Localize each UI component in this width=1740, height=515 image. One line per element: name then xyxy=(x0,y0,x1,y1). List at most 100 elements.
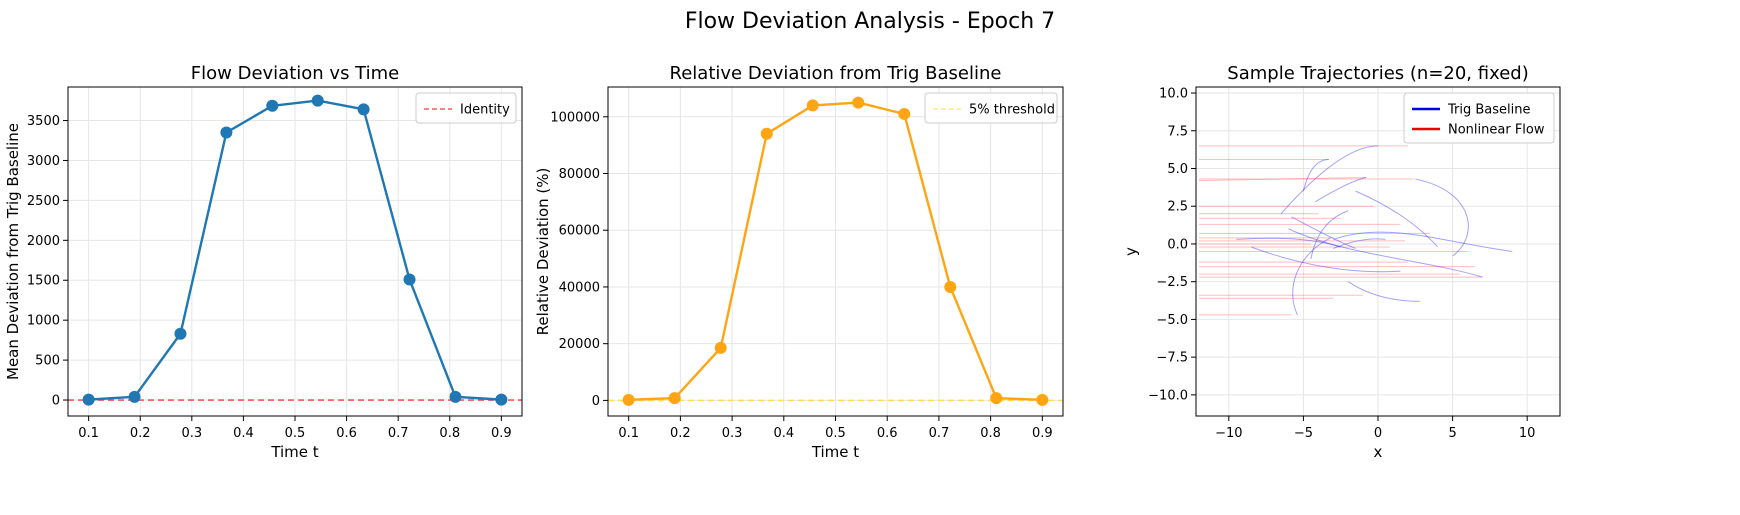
y-axis-label: Mean Deviation from Trig Baseline xyxy=(4,123,22,380)
data-point xyxy=(403,273,416,286)
y-tick-label: 3000 xyxy=(27,154,60,169)
x-tick-label: 0.5 xyxy=(285,426,306,441)
legend: 5% threshold xyxy=(924,92,1058,124)
x-tick-label: 0.6 xyxy=(336,426,357,441)
legend-label: 5% threshold xyxy=(969,103,1055,118)
x-tick-label: 0.3 xyxy=(722,426,743,441)
plot-area xyxy=(68,94,522,406)
trig-baseline-trajectory xyxy=(1292,237,1331,316)
trig-baseline-trajectory xyxy=(1302,158,1329,192)
data-point xyxy=(357,103,370,116)
nonlinear-flow-trajectory xyxy=(1198,177,1367,182)
y-tick-label: 2000 xyxy=(27,234,60,249)
figure-title: Flow Deviation Analysis - Epoch 7 xyxy=(685,9,1055,34)
y-axis-label: y xyxy=(1122,247,1140,256)
trig-baseline-trajectory xyxy=(1288,228,1483,278)
data-point xyxy=(174,327,187,340)
panel-title: Sample Trajectories (n=20, fixed) xyxy=(1227,63,1528,84)
data-point xyxy=(1036,393,1049,406)
y-tick-label: 2.5 xyxy=(1167,200,1188,215)
x-tick-label: 0.2 xyxy=(130,426,151,441)
panel-title: Relative Deviation from Trig Baseline xyxy=(670,63,1002,84)
y-tick-label: 10.0 xyxy=(1159,87,1188,102)
trig-baseline-trajectory xyxy=(1291,216,1356,249)
x-axis-label: Time t xyxy=(811,443,859,461)
x-tick-label: 0.8 xyxy=(439,426,460,441)
trig-baseline-trajectory xyxy=(1236,237,1341,248)
y-tick-label: −7.5 xyxy=(1156,351,1188,366)
x-tick-label: 0.4 xyxy=(773,426,794,441)
trig-baseline-trajectory xyxy=(1280,145,1379,215)
legend-box xyxy=(1403,92,1555,144)
y-tick-label: 7.5 xyxy=(1167,124,1188,139)
data-point xyxy=(622,393,635,406)
x-axis-label: x xyxy=(1374,443,1383,461)
y-axis-label: Relative Deviation (%) xyxy=(534,168,552,336)
x-tick-label: 0.1 xyxy=(618,426,639,441)
x-tick-label: 10 xyxy=(1519,426,1536,441)
y-tick-label: 2500 xyxy=(27,194,60,209)
y-tick-label: 60000 xyxy=(559,224,600,239)
panel-relative-deviation: 0.1 0.2 0.3 0.4 0.5 0.6 0.7 0.8 0.9 0 20000 40000 60… xyxy=(534,63,1064,461)
data-point xyxy=(449,390,462,403)
x-tick-label: 0.6 xyxy=(877,426,898,441)
y-tick-label: −10.0 xyxy=(1148,388,1188,403)
legend-label: Identity xyxy=(460,103,510,118)
x-tick-label: 0.7 xyxy=(929,426,950,441)
x-tick-label: 0.4 xyxy=(233,426,254,441)
legend-box xyxy=(924,92,1058,124)
x-tick-label: 0.2 xyxy=(670,426,691,441)
y-tick-label: −2.5 xyxy=(1156,275,1188,290)
panel-title: Flow Deviation vs Time xyxy=(191,63,399,84)
legend-label: Trig Baseline xyxy=(1447,103,1531,118)
plot-area xyxy=(608,96,1063,406)
data-point xyxy=(128,390,141,403)
data-point xyxy=(806,99,819,112)
legend: Trig Baseline Nonlinear Flow xyxy=(1403,92,1555,144)
panel-sample-trajectories: −10 −5 0 5 10 10.0 7.5 5.0 2.5 0.0 −2.5 −5.0 −7.5 −10… xyxy=(1122,63,1561,461)
trig-baseline-trajectory xyxy=(1310,210,1349,260)
x-tick-label: 0.5 xyxy=(825,426,846,441)
x-tick-label: 0.7 xyxy=(388,426,409,441)
data-point xyxy=(944,280,957,293)
legend-label: Nonlinear Flow xyxy=(1448,123,1545,138)
data-point xyxy=(714,341,727,354)
legend: Identity xyxy=(415,92,517,124)
x-tick-label: 0.1 xyxy=(78,426,99,441)
x-tick-label: 0.9 xyxy=(491,426,512,441)
y-tick-label: 40000 xyxy=(559,280,600,295)
y-tick-label: 1000 xyxy=(27,314,60,329)
series-line xyxy=(88,99,502,401)
trig-baseline-trajectory xyxy=(1251,246,1401,273)
trig-baseline-trajectory xyxy=(1355,190,1439,248)
data-point xyxy=(668,392,681,405)
trig-baseline-trajectory xyxy=(1347,281,1420,302)
y-tick-label: −5.0 xyxy=(1156,313,1188,328)
x-tick-label: 0 xyxy=(1374,426,1382,441)
y-tick-label: 3500 xyxy=(27,114,60,129)
y-tick-label: 80000 xyxy=(559,167,600,182)
trig-baseline-trajectory xyxy=(1333,231,1513,252)
x-tick-label: 0.9 xyxy=(1032,426,1053,441)
trig-baseline-trajectory xyxy=(1333,238,1386,249)
x-tick-label: 0.8 xyxy=(980,426,1001,441)
data-point xyxy=(266,99,279,112)
plot-area xyxy=(1198,145,1513,316)
data-point xyxy=(220,126,233,139)
y-tick-label: 0 xyxy=(592,394,600,409)
data-point xyxy=(990,392,1003,405)
series-line xyxy=(628,101,1043,402)
data-point xyxy=(495,393,508,406)
data-point xyxy=(311,94,324,107)
y-tick-label: 500 xyxy=(35,354,60,369)
trig-baseline-trajectory xyxy=(1415,178,1469,257)
x-tick-label: 0.3 xyxy=(181,426,202,441)
data-point xyxy=(760,127,773,140)
panel-flow-deviation: 0.1 0.2 0.3 0.4 0.5 0.6 0.7 0.8 0.9 0 500 1000 1500 2… xyxy=(4,63,523,461)
y-tick-label: 5.0 xyxy=(1167,162,1188,177)
y-tick-label: 0.0 xyxy=(1167,237,1188,252)
y-tick-label: 20000 xyxy=(559,337,600,352)
data-point xyxy=(898,107,911,120)
y-tick-label: 100000 xyxy=(550,110,600,125)
